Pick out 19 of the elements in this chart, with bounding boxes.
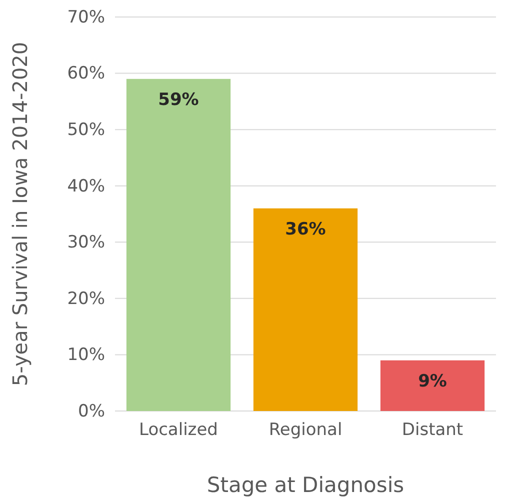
y-tick-label: 50% [67, 120, 105, 140]
y-tick-label: 10% [67, 345, 105, 366]
y-tick-label: 0% [78, 401, 105, 422]
y-tick-label: 30% [67, 232, 105, 253]
y-tick-label: 60% [67, 64, 105, 84]
y-axis-title: 5-year Survival in Iowa 2014-2020 [8, 42, 32, 386]
data-label: 36% [285, 219, 326, 240]
data-label: 9% [418, 371, 447, 392]
x-tick-label: Regional [268, 420, 342, 440]
bar [253, 208, 358, 411]
x-tick-label: Localized [139, 420, 218, 440]
x-tick-label: Distant [402, 420, 464, 440]
y-tick-label: 40% [67, 176, 105, 196]
bar [126, 78, 231, 411]
x-axis-title: Stage at Diagnosis [206, 473, 404, 497]
bar [380, 360, 485, 411]
data-label: 59% [158, 90, 199, 110]
y-tick-label: 20% [67, 288, 105, 309]
y-tick-label: 70% [67, 7, 105, 28]
